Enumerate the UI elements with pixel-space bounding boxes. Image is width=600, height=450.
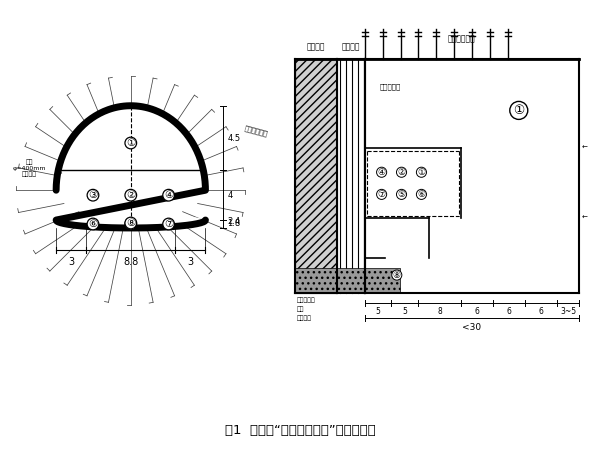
Text: 3: 3 bbox=[68, 257, 74, 267]
Text: 图1  河底段“三台阶七步法”施工步序图: 图1 河底段“三台阶七步法”施工步序图 bbox=[224, 424, 376, 436]
Text: 5: 5 bbox=[403, 307, 407, 316]
Text: ④: ④ bbox=[164, 190, 173, 200]
Bar bbox=[295, 268, 400, 292]
Text: ①: ① bbox=[126, 138, 136, 148]
Text: ⑦: ⑦ bbox=[164, 219, 173, 229]
Text: ←: ← bbox=[581, 215, 587, 221]
Text: ⑧: ⑧ bbox=[393, 270, 401, 279]
Text: 4.5: 4.5 bbox=[227, 134, 241, 143]
Text: 1.8: 1.8 bbox=[227, 219, 241, 228]
Text: 水平
φ=400mm
先锚支护: 水平 φ=400mm 先锚支护 bbox=[13, 159, 46, 177]
Text: ⑧: ⑧ bbox=[126, 218, 136, 228]
Text: 6: 6 bbox=[475, 307, 479, 316]
Text: 2.4: 2.4 bbox=[227, 216, 241, 225]
Text: 6: 6 bbox=[507, 307, 512, 316]
Text: ③: ③ bbox=[88, 190, 98, 200]
Text: 混凝土护底: 混凝土护底 bbox=[297, 297, 316, 303]
Text: 6: 6 bbox=[539, 307, 544, 316]
Text: 系统压浆锚杆: 系统压浆锚杆 bbox=[448, 34, 476, 43]
Text: ②: ② bbox=[126, 190, 136, 200]
Text: ⑥: ⑥ bbox=[418, 190, 425, 199]
Text: ①: ① bbox=[513, 104, 524, 117]
Text: 钢筋未示全: 钢筋未示全 bbox=[380, 84, 401, 90]
Text: ⑤: ⑤ bbox=[397, 190, 406, 199]
Text: 5: 5 bbox=[376, 307, 380, 316]
Text: ⑥: ⑥ bbox=[88, 219, 98, 229]
Bar bbox=[295, 59, 337, 292]
Text: ④: ④ bbox=[377, 168, 386, 177]
Text: 仰拱: 仰拱 bbox=[297, 306, 305, 312]
Text: <30: <30 bbox=[462, 324, 481, 333]
Polygon shape bbox=[56, 106, 205, 228]
Text: 初期支护: 初期支护 bbox=[341, 43, 360, 52]
Text: 二次衬砌: 二次衬砌 bbox=[307, 43, 325, 52]
Text: 系统压浆锚杆: 系统压浆锚杆 bbox=[243, 124, 268, 137]
Text: ⑤: ⑤ bbox=[126, 219, 136, 229]
Text: 8.8: 8.8 bbox=[123, 257, 139, 267]
Text: ②: ② bbox=[397, 168, 406, 177]
Text: 临时支撑: 临时支撑 bbox=[297, 315, 312, 321]
Text: 4: 4 bbox=[227, 191, 233, 200]
Text: ←: ← bbox=[581, 145, 587, 151]
Text: 3~5: 3~5 bbox=[560, 307, 576, 316]
Text: 3: 3 bbox=[187, 257, 193, 267]
Text: 8: 8 bbox=[437, 307, 442, 316]
Text: ①: ① bbox=[418, 168, 425, 177]
Text: ⑦: ⑦ bbox=[377, 190, 386, 199]
